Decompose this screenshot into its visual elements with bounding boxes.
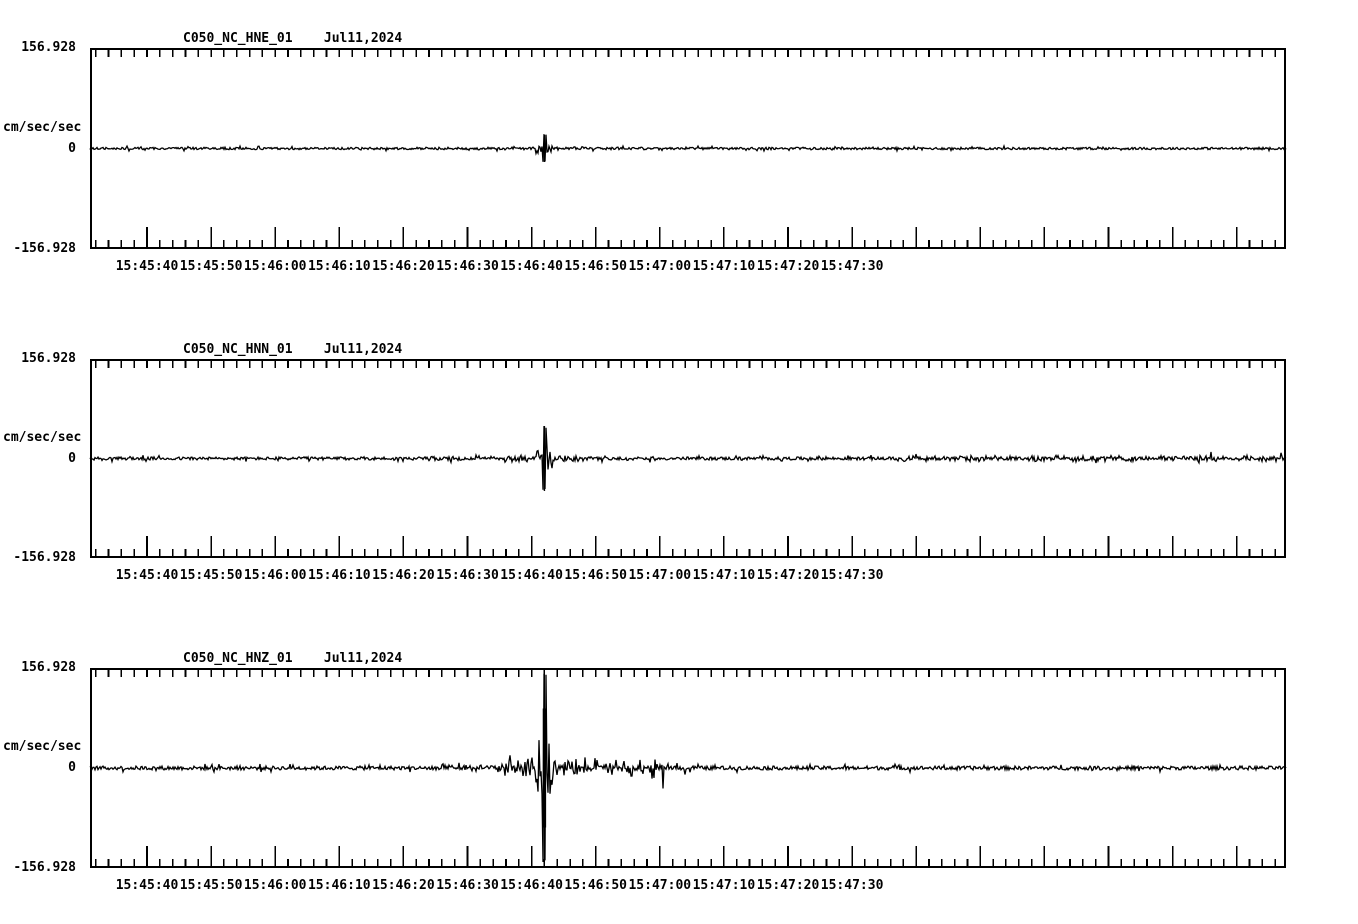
x-axis-tick-label: 15:45:50 [179,568,243,583]
x-axis-tick-label: 15:46:50 [564,568,627,583]
x-axis-tick-label: 15:46:10 [307,568,371,583]
trace-title: C050_NC_HNN_01 Jul11,2024 [183,342,403,357]
trace-title: C050_NC_HNZ_01 Jul11,2024 [183,651,403,666]
x-axis-tick-label: 15:46:40 [500,259,563,274]
x-axis-tick-label: 15:46:10 [307,259,371,274]
x-axis-tick-label: 15:47:00 [628,878,692,893]
x-axis-tick-label: 15:47:10 [692,568,756,583]
waveform-trace [89,425,1287,490]
x-axis-tick-label: 15:47:30 [820,568,884,583]
y-axis-unit-label: cm/sec/sec [3,739,82,754]
x-axis-tick-label: 15:47:20 [756,568,820,583]
x-axis-tick-label: 15:47:00 [628,259,692,274]
y-axis-unit-label: cm/sec/sec [3,429,82,445]
x-axis-tick-label: 15:45:50 [179,878,243,893]
x-axis-tick-label: 15:45:50 [179,259,243,274]
y-axis-min-label: -156.928 [13,860,76,875]
trace-title: C050_NC_HNE_01 Jul11,2024 [183,31,403,46]
y-axis-zero-label: 0 [68,140,76,156]
x-axis-tick-label: 15:45:40 [115,259,179,274]
y-axis-min-label: -156.928 [13,241,76,256]
x-axis-tick-label: 15:47:10 [692,878,756,893]
x-axis-tick-label: 15:47:30 [820,878,884,893]
waveform-trace [89,134,1287,162]
x-axis-tick-label: 15:46:30 [436,259,499,274]
plot-frame [90,359,1286,558]
x-axis-tick-label: 15:47:10 [692,259,756,274]
x-axis-tick-label: 15:46:50 [564,878,627,893]
x-axis-tick-label: 15:45:40 [115,878,179,893]
x-axis-tick-label: 15:46:20 [372,878,435,893]
x-axis-tick-label: 15:47:30 [820,259,884,274]
x-axis-tick-label: 15:46:40 [500,568,563,583]
waveform-trace [89,673,1287,863]
x-axis-tick-label: 15:45:40 [115,568,179,583]
x-axis-tick-label: 15:46:10 [307,878,371,893]
x-axis-tick-label: 15:47:20 [756,878,820,893]
y-axis-zero-label: 0 [68,450,76,466]
x-axis-tick-label: 15:46:00 [243,568,307,583]
x-axis-tick-label: 15:47:00 [628,568,692,583]
x-axis-tick-label: 15:46:40 [500,878,563,893]
x-axis-tick-label: 15:46:20 [372,568,435,583]
plot-frame [90,48,1286,249]
x-axis-tick-label: 15:46:00 [243,878,307,893]
x-axis-tick-label: 15:47:20 [756,259,820,274]
x-axis-tick-label: 15:46:00 [243,259,307,274]
x-axis-tick-label: 15:46:30 [436,878,499,893]
y-axis-zero-label: 0 [68,760,76,775]
y-axis-max-label: 156.928 [21,660,76,675]
x-axis-tick-label: 15:46:20 [372,259,435,274]
x-axis-tick-label: 15:46:30 [436,568,499,583]
plot-frame [90,668,1286,868]
y-axis-unit-label: cm/sec/sec [3,119,82,135]
y-axis-max-label: 156.928 [21,40,76,55]
y-axis-min-label: -156.928 [13,550,76,565]
y-axis-max-label: 156.928 [21,351,76,366]
x-axis-tick-label: 15:46:50 [564,259,627,274]
